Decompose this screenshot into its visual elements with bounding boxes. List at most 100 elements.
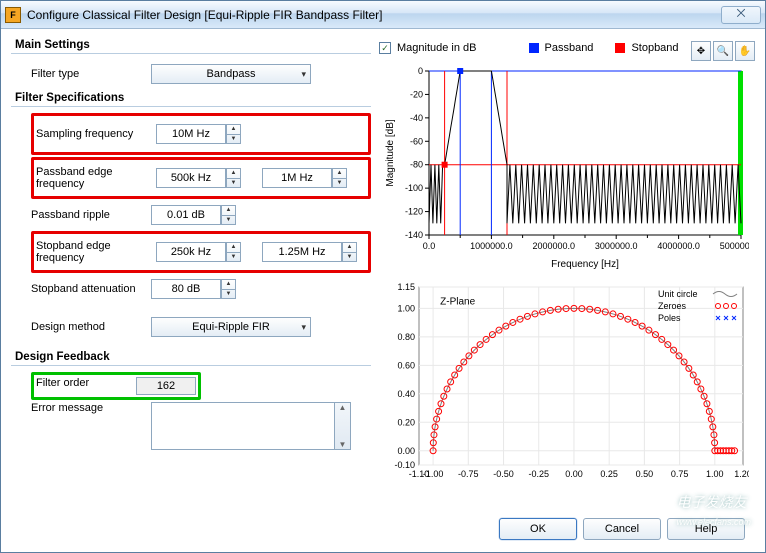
help-button[interactable]: Help (667, 518, 745, 540)
design-method-label: Design method (31, 321, 151, 333)
svg-text:-140: -140 (405, 230, 423, 240)
hand-tool-icon[interactable]: ✋ (735, 41, 755, 61)
sampling-input[interactable]: 10M Hz▲▼ (156, 124, 226, 144)
chart-toolbar: ✥ 🔍 ✋ (691, 41, 755, 61)
svg-text:-1.10: -1.10 (409, 469, 430, 479)
svg-text:0: 0 (418, 66, 423, 76)
scrollbar[interactable]: ▲▼ (334, 403, 350, 449)
svg-text:5000000.0: 5000000.0 (720, 241, 749, 251)
sampling-value: 10M Hz (172, 128, 210, 140)
svg-text:1000000.0: 1000000.0 (470, 241, 513, 251)
svg-text:1.15: 1.15 (397, 282, 415, 292)
mag-db-label: Magnitude in dB (397, 42, 477, 54)
cancel-button[interactable]: Cancel (583, 518, 661, 540)
svg-text:0.00: 0.00 (397, 446, 415, 456)
passband-ripple-value: 0.01 dB (167, 209, 205, 221)
svg-text:-100: -100 (405, 183, 423, 193)
svg-text:-80: -80 (410, 160, 423, 170)
stopband-edge-high-value: 1.25M Hz (278, 246, 325, 258)
spinner[interactable]: ▲▼ (221, 205, 236, 225)
stopband-edge-low-input[interactable]: 250k Hz▲▼ (156, 242, 226, 262)
passband-legend: Passband (545, 42, 594, 54)
svg-text:0.50: 0.50 (636, 469, 654, 479)
pan-tool-icon[interactable]: ✥ (691, 41, 711, 61)
stopband-atten-value: 80 dB (172, 283, 201, 295)
zoom-tool-icon[interactable]: 🔍 (713, 41, 733, 61)
error-message-box[interactable]: ▲▼ (151, 402, 351, 450)
zplane-chart: -1.00-0.75-0.50-0.250.000.250.500.751.00… (379, 279, 755, 489)
svg-text:Frequency [Hz]: Frequency [Hz] (551, 259, 619, 270)
design-method-combo[interactable]: Equi-Ripple FIR (151, 317, 311, 337)
passband-edge-low-value: 500k Hz (171, 172, 211, 184)
svg-text:-40: -40 (410, 113, 423, 123)
filter-type-label: Filter type (31, 68, 151, 80)
svg-text:Poles: Poles (658, 313, 681, 323)
spinner[interactable]: ▲▼ (332, 168, 347, 188)
dialog-window: F Configure Classical Filter Design [Equ… (0, 0, 766, 553)
ok-button[interactable]: OK (499, 518, 577, 540)
feedback-heading: Design Feedback (15, 351, 371, 363)
filter-type-combo[interactable]: Bandpass (151, 64, 311, 84)
svg-text:Magnitude [dB]: Magnitude [dB] (385, 119, 396, 186)
app-icon: F (5, 7, 21, 23)
svg-text:4000000.0: 4000000.0 (657, 241, 700, 251)
svg-text:-0.50: -0.50 (493, 469, 514, 479)
close-button[interactable]: ⨉ (721, 6, 761, 24)
svg-text:2000000.0: 2000000.0 (533, 241, 576, 251)
highlight-sampling: Sampling frequency 10M Hz▲▼ (31, 113, 371, 155)
svg-text:Zeroes: Zeroes (658, 301, 687, 311)
highlight-stopband-edge: Stopband edge frequency 250k Hz▲▼ 1.25M … (31, 231, 371, 273)
main-settings-heading: Main Settings (15, 39, 371, 51)
sampling-label: Sampling frequency (36, 128, 156, 140)
passband-swatch (529, 43, 539, 53)
svg-text:0.40: 0.40 (397, 389, 415, 399)
passband-edge-high-input[interactable]: 1M Hz▲▼ (262, 168, 332, 188)
svg-text:-0.10: -0.10 (394, 460, 415, 470)
passband-ripple-input[interactable]: 0.01 dB▲▼ (151, 205, 221, 225)
svg-text:-120: -120 (405, 207, 423, 217)
stopband-edge-label: Stopband edge frequency (36, 240, 156, 264)
svg-text:3000000.0: 3000000.0 (595, 241, 638, 251)
mag-db-checkbox[interactable]: ✓ (379, 42, 391, 54)
highlight-filter-order: Filter order 162 (31, 372, 201, 400)
passband-edge-high-value: 1M Hz (281, 172, 313, 184)
right-panel: ✥ 🔍 ✋ ✓ Magnitude in dB Passband Stopban… (379, 35, 755, 546)
svg-text:Unit circle: Unit circle (658, 289, 698, 299)
svg-text:1.00: 1.00 (706, 469, 724, 479)
stopband-edge-high-input[interactable]: 1.25M Hz▲▼ (262, 242, 342, 262)
svg-text:0.75: 0.75 (671, 469, 689, 479)
spinner[interactable]: ▲▼ (221, 279, 236, 299)
design-method-value: Equi-Ripple FIR (192, 321, 270, 333)
spinner[interactable]: ▲▼ (226, 168, 241, 188)
filter-order-label: Filter order (36, 377, 136, 395)
svg-text:1.20: 1.20 (734, 469, 749, 479)
spinner[interactable]: ▲▼ (226, 242, 241, 262)
magnitude-chart: 0.0 1000000.0 2000000.0 3000000.0 4000000.0 5… (379, 61, 755, 271)
window-title: Configure Classical Filter Design [Equi-… (27, 8, 382, 22)
svg-text:0.25: 0.25 (600, 469, 618, 479)
svg-text:-0.75: -0.75 (458, 469, 479, 479)
filter-spec-heading: Filter Specifications (15, 92, 371, 104)
stopband-atten-label: Stopband attenuation (31, 283, 151, 295)
svg-text:1.00: 1.00 (397, 303, 415, 313)
passband-edge-low-input[interactable]: 500k Hz▲▼ (156, 168, 226, 188)
stopband-swatch (615, 43, 625, 53)
stopband-edge-low-value: 250k Hz (171, 246, 211, 258)
left-panel: Main Settings Filter type Bandpass Filte… (11, 35, 371, 546)
svg-text:Z-Plane: Z-Plane (440, 296, 475, 307)
svg-text:0.00: 0.00 (565, 469, 583, 479)
svg-text:-60: -60 (410, 136, 423, 146)
stopband-atten-input[interactable]: 80 dB▲▼ (151, 279, 221, 299)
filter-order-display: 162 (136, 377, 196, 395)
error-message-label: Error message (31, 402, 151, 414)
svg-text:-20: -20 (410, 89, 423, 99)
passband-edge-label: Passband edge frequency (36, 166, 156, 190)
stopband-legend: Stopband (631, 42, 678, 54)
highlight-passband-edge: Passband edge frequency 500k Hz▲▼ 1M Hz▲… (31, 157, 371, 199)
spinner[interactable]: ▲▼ (226, 124, 241, 144)
passband-ripple-label: Passband ripple (31, 209, 151, 221)
titlebar: F Configure Classical Filter Design [Equ… (1, 1, 765, 29)
filter-type-value: Bandpass (207, 68, 256, 80)
spinner[interactable]: ▲▼ (342, 242, 357, 262)
svg-text:0.0: 0.0 (423, 241, 436, 251)
